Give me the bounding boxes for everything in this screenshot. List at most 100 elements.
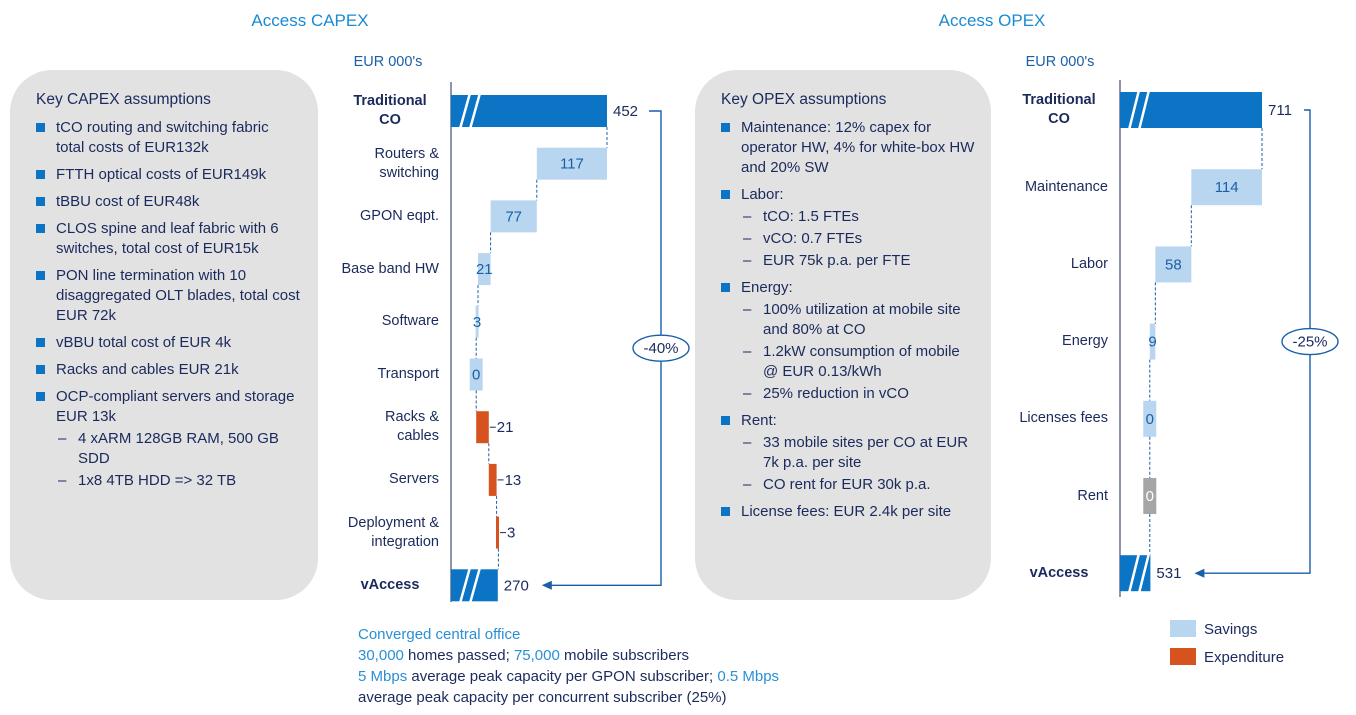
bar	[469, 358, 483, 391]
assumptions-box: Key OPEX assumptions Maintenance: 12% cap…	[695, 70, 991, 600]
y-axis-label: EUR 000's	[354, 54, 423, 70]
footnote-segment: 5 Mbps	[358, 668, 408, 685]
sub-list: 33 mobile sites per CO at EUR 7k p.a. pe…	[741, 433, 977, 495]
legend-label: Savings	[1204, 621, 1257, 638]
category-label: Software	[381, 313, 439, 330]
value-label: 77	[505, 208, 522, 225]
assumption-text: Maintenance: 12% capex for operator HW, …	[741, 119, 975, 176]
arrow-head	[1194, 568, 1205, 578]
assumption-text: FTTH optical costs of EUR149k	[56, 166, 267, 183]
bar	[1143, 478, 1157, 514]
assumption-text: Energy:	[741, 279, 793, 296]
box-title: Key OPEX assumptions	[721, 91, 887, 108]
assumption-item: License fees: EUR 2.4k per site	[719, 502, 977, 522]
bar	[1155, 246, 1192, 283]
assumption-text: tCO routing and switching fabric total c…	[56, 119, 269, 156]
sub-item: 4 xARM 128GB RAM, 500 GB SDD	[56, 429, 300, 469]
value-label: 0	[472, 367, 480, 384]
axis-break	[458, 92, 472, 130]
sub-item: EUR 75k p.a. per FTE	[741, 251, 977, 271]
assumption-list: Maintenance: 12% capex for operator HW, …	[719, 118, 977, 522]
assumption-item: Racks and cables EUR 21k	[34, 360, 300, 380]
footnote-title: Converged central office	[358, 626, 521, 643]
change-label: -40%	[643, 340, 678, 357]
category-label: Transport	[377, 366, 439, 382]
value-label: 3	[473, 314, 481, 331]
assumption-text: vBBU total cost of EUR 4k	[56, 334, 232, 351]
footnote-line: 30,000 homes passed; 75,000 mobile subsc…	[358, 645, 808, 666]
change-badge	[632, 334, 690, 362]
assumption-text: tBBU cost of EUR48k	[56, 193, 200, 210]
assumption-item: vBBU total cost of EUR 4k	[34, 333, 300, 353]
assumption-text: OCP-compliant servers and storage EUR 13…	[56, 388, 295, 425]
sub-item: 100% utilization at mobile site and 80% …	[741, 300, 977, 340]
change-label: -25%	[1292, 334, 1327, 351]
bar	[475, 305, 479, 338]
assumption-item: PON line termination with 10 disaggregat…	[34, 266, 300, 326]
assumption-item: FTTH optical costs of EUR149k	[34, 165, 300, 185]
value-label: 9	[1148, 334, 1156, 351]
category-label: Deployment & integration	[347, 514, 439, 550]
category-label: Racks & cables	[385, 409, 439, 445]
value-label: 0	[1146, 411, 1154, 428]
value-label: 21	[497, 419, 514, 436]
category-label: Traditional CO	[353, 93, 427, 128]
sub-item: 1x8 4TB HDD => 32 TB	[56, 471, 300, 491]
sub-list: 100% utilization at mobile site and 80% …	[741, 300, 977, 404]
footnote-segment: mobile subscribers	[559, 647, 690, 664]
assumptions-box: Key CAPEX assumptions tCO routing and swi…	[10, 70, 318, 600]
value-label: 531	[1156, 565, 1181, 582]
assumption-list: tCO routing and switching fabric total c…	[34, 118, 300, 491]
axis-break	[458, 566, 472, 604]
bar	[1143, 400, 1157, 437]
assumption-item: Maintenance: 12% capex for operator HW, …	[719, 118, 977, 178]
axis-break	[1127, 552, 1141, 594]
assumption-text: Labor:	[741, 186, 784, 203]
footnote-segment: 0.5 Mbps	[717, 668, 780, 685]
category-label: Labor	[1070, 255, 1108, 272]
assumption-item: OCP-compliant servers and storage EUR 13…	[34, 387, 300, 491]
sub-item: tCO: 1.5 FTEs	[741, 207, 977, 227]
assumption-item: Energy: 100% utilization at mobile site a…	[719, 278, 977, 404]
axis-break	[1127, 89, 1141, 131]
assumption-item: tBBU cost of EUR48k	[34, 192, 300, 212]
sub-item: 33 mobile sites per CO at EUR 7k p.a. pe…	[741, 433, 977, 473]
chart-title: Access CAPEX	[251, 11, 368, 30]
value-label: 13	[505, 472, 522, 489]
sub-item: 1.2kW consumption of mobile @ EUR 0.13/k…	[741, 342, 977, 382]
assumption-text: Racks and cables EUR 21k	[56, 361, 239, 378]
axis-break	[1137, 552, 1151, 594]
value-label: 114	[1215, 179, 1239, 196]
assumption-item: tCO routing and switching fabric total c…	[34, 118, 300, 158]
assumption-text: Rent:	[741, 412, 777, 429]
assumption-text: License fees: EUR 2.4k per site	[741, 503, 952, 520]
footnote-segment: average peak capacity per GPON subscribe…	[407, 668, 718, 685]
axis-break	[1137, 89, 1151, 131]
category-label: Servers	[389, 471, 439, 488]
value-label: 711	[1268, 102, 1292, 119]
sub-item: 25% reduction in vCO	[741, 384, 977, 404]
value-label: 117	[560, 156, 584, 173]
value-label: 3	[507, 525, 515, 542]
assumption-item: CLOS spine and leaf fabric with 6 switch…	[34, 219, 300, 259]
footnote-line: 5 Mbps average peak capacity per GPON su…	[358, 666, 808, 708]
category-label: Maintenance	[1024, 178, 1108, 195]
bar	[496, 516, 499, 549]
arrow-head	[541, 580, 552, 590]
value-label: 270	[504, 577, 529, 594]
category-label: Energy	[1062, 333, 1108, 350]
footnote-segment: average peak capacity per concurrent sub…	[358, 689, 727, 706]
category-label: GPON eqpt.	[360, 207, 439, 224]
assumption-item: Labor: tCO: 1.5 FTEsvCO: 0.7 FTEsEUR 75k …	[719, 185, 977, 271]
legend-swatch	[1170, 620, 1196, 637]
footnote: Converged central office 30,000 homes pas…	[358, 624, 808, 708]
sub-list: tCO: 1.5 FTEsvCO: 0.7 FTEsEUR 75k p.a. p…	[741, 207, 977, 271]
footnote-segment: 30,000	[358, 647, 404, 664]
footnote-segment: 75,000	[513, 647, 560, 664]
value-label: 58	[1165, 256, 1182, 273]
value-label: 21	[476, 261, 493, 278]
axis-break	[468, 92, 482, 130]
category-label: vAccess	[1029, 564, 1089, 581]
